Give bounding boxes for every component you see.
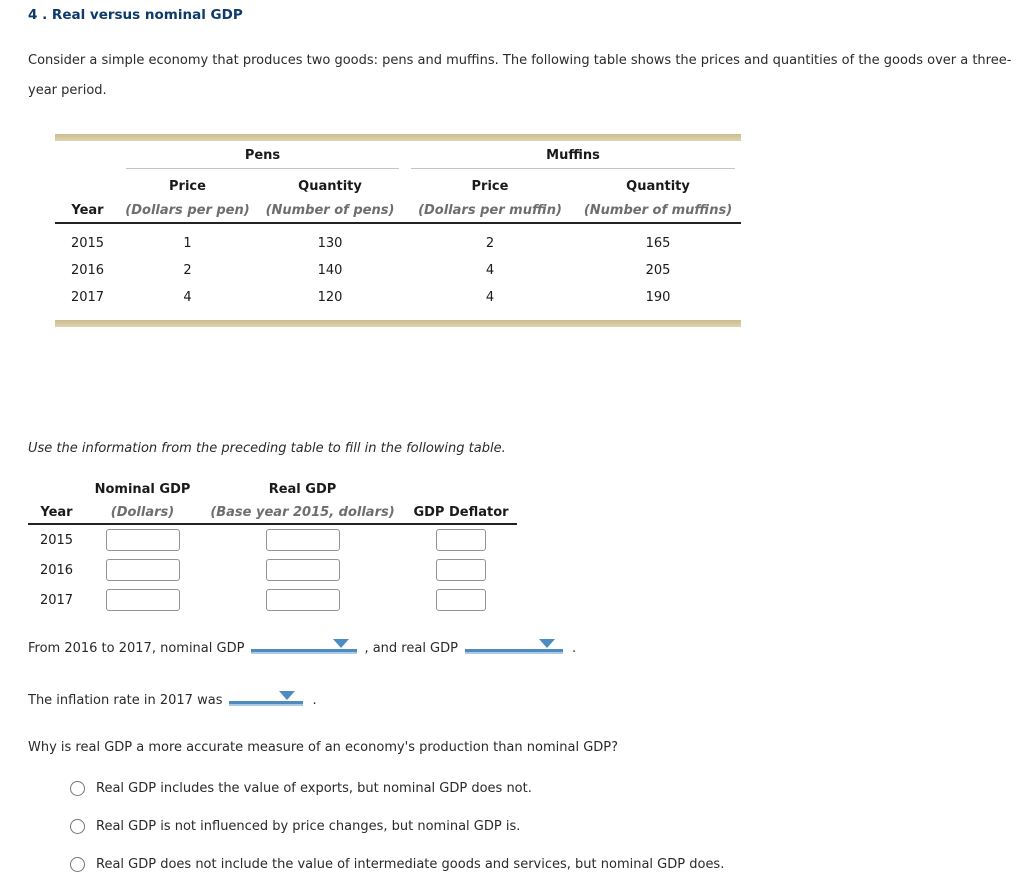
sentence-period: . [571,641,577,656]
pen-qty-cell: 120 [317,290,343,305]
nominal-gdp-input-2017[interactable] [105,589,180,611]
real-gdp-unit: (Base year 2015, dollars) [200,501,405,525]
real-gdp-input-2017[interactable] [265,589,340,611]
col-header-muffin-quantity: Quantity [626,179,690,194]
goods-table: Pens Muffins Price Quantity Price Quanti… [55,134,741,327]
mc-option-label: Real GDP includes the value of exports, … [96,781,532,796]
muffin-price-cell: 2 [485,236,495,251]
col-header-pen-quantity: Quantity [298,179,362,194]
real-gdp-input-2016[interactable] [265,559,340,581]
year-cell: 2017 [39,592,74,608]
chevron-down-icon [333,639,350,648]
table-row: 2016 2 140 4 205 [55,257,741,284]
mc-option-3[interactable]: Real GDP does not include the value of i… [70,857,724,872]
pen-price-cell: 4 [183,290,192,305]
nominal-real-change-sentence: From 2016 to 2017, nominal GDP , and real… [28,636,576,659]
gdp-deflator-header: GDP Deflator [405,501,517,525]
muffin-qty-cell: 165 [645,236,671,251]
mc-option-label: Real GDP is not influenced by price chan… [96,819,521,834]
pen-price-cell: 2 [183,263,192,278]
radio-button-icon[interactable] [70,857,85,872]
table-row: 2017 4 120 4 190 [55,284,741,311]
page-title: 4 . Real versus nominal GDP [28,7,243,23]
pen-qty-cell: 130 [317,236,343,251]
gdp-fill-table: Nominal GDP Real GDP Year (Dollars) (Bas… [28,477,517,615]
year-column-header: Year [28,501,85,525]
year-cell: 2016 [39,562,74,578]
gdp-deflator-input-2015[interactable] [436,529,486,551]
mc-question-prompt: Why is real GDP a more accurate measure … [28,740,619,755]
nominal-gdp-header: Nominal GDP [94,481,191,497]
unit-pen-quantity: (Number of pens) [255,198,405,224]
mc-option-2[interactable]: Real GDP is not influenced by price chan… [70,819,520,834]
muffin-qty-cell: 190 [645,290,671,305]
fill-table-instruction: Use the information from the preceding t… [28,441,506,456]
table-bottom-border [55,320,741,327]
unit-pen-price: (Dollars per pen) [120,198,255,224]
muffin-price-cell: 4 [485,263,495,278]
radio-button-icon[interactable] [70,781,85,796]
year-column-header: Year [55,198,120,224]
nominal-gdp-input-2016[interactable] [105,559,180,581]
sentence-period: . [312,693,317,708]
group-header-muffins: Muffins [411,148,735,169]
group-header-pens: Pens [126,148,399,169]
chevron-down-icon [538,639,555,648]
chevron-down-icon [279,691,296,700]
year-cell: 2017 [70,290,105,305]
year-cell: 2015 [39,532,74,548]
pen-qty-cell: 140 [317,263,343,278]
nominal-gdp-change-dropdown[interactable] [251,636,358,652]
mc-option-label: Real GDP does not include the value of i… [96,857,725,872]
sentence-lead: The inflation rate in 2017 was [28,693,223,708]
inflation-rate-sentence: The inflation rate in 2017 was. [28,688,317,711]
nominal-gdp-input-2015[interactable] [105,529,180,551]
intro-paragraph: Consider a simple economy that produces … [28,53,1012,98]
real-gdp-header: Real GDP [268,481,337,497]
fill-row: 2015 [28,524,517,555]
pen-price-cell: 1 [183,236,192,251]
col-header-pen-price: Price [169,179,206,194]
muffin-price-cell: 4 [485,290,495,305]
fill-row: 2017 [28,585,517,615]
unit-muffin-quantity: (Number of muffins) [575,198,741,224]
year-cell: 2016 [70,263,105,278]
sentence-mid: , and real GDP [364,641,458,656]
real-gdp-change-dropdown[interactable] [464,636,563,652]
sentence-lead: From 2016 to 2017, nominal GDP [28,641,245,656]
table-row: 2015 1 130 2 165 [55,223,741,257]
nominal-gdp-unit: (Dollars) [85,501,200,525]
col-header-muffin-price: Price [471,179,509,194]
gdp-deflator-input-2016[interactable] [436,559,486,581]
muffin-qty-cell: 205 [645,263,671,278]
inflation-rate-dropdown[interactable] [229,688,304,704]
mc-option-1[interactable]: Real GDP includes the value of exports, … [70,781,532,796]
real-gdp-input-2015[interactable] [265,529,340,551]
gdp-deflator-input-2017[interactable] [436,589,486,611]
year-cell: 2015 [70,236,105,251]
fill-row: 2016 [28,555,517,585]
radio-button-icon[interactable] [70,819,85,834]
unit-muffin-price: (Dollars per muffin) [405,198,575,224]
table-top-border [55,134,741,141]
